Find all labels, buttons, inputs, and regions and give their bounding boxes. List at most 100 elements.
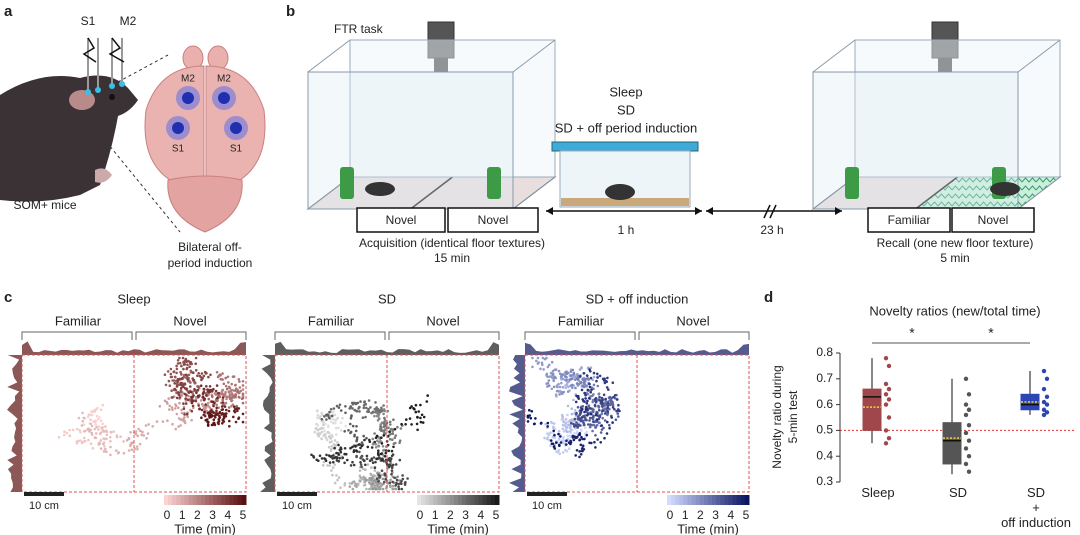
colorbar-tick: 3: [712, 508, 719, 522]
trajectory-dot: [90, 413, 94, 417]
trajectory-dot: [197, 404, 200, 407]
colorbar-cell: [429, 495, 434, 505]
trajectory-dot: [206, 424, 210, 427]
colorbar-cell: [441, 495, 447, 505]
trajectory-dot: [544, 423, 547, 426]
colorbar-cell: [213, 495, 218, 505]
trajectory-dot: [359, 446, 362, 450]
trajectory-dot: [105, 433, 109, 437]
trajectory-dot: [601, 416, 604, 420]
trajectory-dot: [558, 385, 562, 389]
trajectory-dot: [329, 448, 333, 451]
trajectory-dot: [376, 453, 380, 456]
trajectory-dot: [109, 453, 112, 457]
trajectory-dot: [78, 428, 81, 432]
trajectory-dot: [358, 405, 361, 409]
trajectory-dot: [564, 421, 568, 425]
trajectory-dot: [97, 442, 101, 445]
trajectory-dot: [334, 418, 338, 422]
colorbar-tick: 2: [447, 508, 454, 522]
trajectory-dot: [218, 373, 222, 377]
trajectory-dot: [414, 403, 418, 407]
trajectory-dot: [588, 419, 591, 422]
trajectory-dot: [186, 363, 189, 367]
colorbar-cell: [708, 495, 713, 505]
trajectory-dot: [353, 433, 356, 437]
colorbar-tick: 4: [477, 508, 484, 522]
trajectory-dot: [337, 406, 341, 409]
trajectory-dot: [82, 423, 86, 426]
data-point: [963, 412, 969, 418]
trajectory-dot: [582, 372, 586, 375]
trajectory-dot: [161, 420, 165, 423]
trajectory-dot: [582, 448, 586, 451]
trajectory-dot: [175, 396, 179, 400]
data-point: [1044, 376, 1050, 381]
trajectory-dot: [389, 423, 392, 426]
trajectory-dot: [99, 439, 102, 443]
trajectory-dot: [576, 426, 579, 429]
trajectory-dot: [321, 420, 325, 423]
trajectory-dot: [230, 382, 233, 386]
trajectory-dot: [180, 411, 184, 415]
trajectory-dot: [190, 362, 193, 366]
trajectory-dot: [583, 379, 587, 383]
trajectory-dot: [374, 487, 378, 491]
trajectory-dot: [606, 376, 609, 380]
trajectory-dot: [391, 428, 395, 431]
trajectory-dot: [94, 423, 98, 426]
trajectory-dot: [194, 356, 198, 360]
trajectory-dot: [566, 434, 570, 438]
trajectory-dot: [212, 404, 215, 408]
trajectory-dot: [140, 433, 143, 437]
trajectory-dot: [608, 395, 612, 399]
data-point: [1041, 407, 1047, 412]
trajectory-dot: [93, 436, 97, 439]
trajectory-dot: [182, 407, 186, 411]
trajectory-dot: [218, 411, 222, 415]
arena-edge: [512, 176, 556, 210]
trajectory-dot: [589, 423, 592, 426]
trajectory-dot: [185, 366, 189, 370]
trajectory-dot: [109, 445, 112, 449]
trajectory-dot: [62, 433, 66, 437]
trajectory-dot: [545, 372, 549, 376]
trajectory-dot: [419, 403, 422, 407]
trajectory-dot: [194, 399, 198, 403]
trajectory-dot: [379, 487, 382, 491]
x-tick-label: SD + off induction: [1001, 485, 1071, 530]
trajectory-dot: [335, 459, 339, 462]
trajectory-dot: [206, 420, 209, 424]
condition-label: Sleep: [609, 84, 642, 99]
trajectory-dot: [192, 394, 195, 397]
trajectory-dot: [310, 453, 313, 457]
trajectory-dot: [316, 428, 320, 432]
trajectory-dot: [571, 436, 575, 439]
trajectory-dot: [549, 375, 553, 379]
trajectory-dot: [588, 406, 592, 410]
trajectory-dot: [415, 422, 419, 426]
colorbar-cell: [699, 495, 705, 505]
induction-label: Bilateral off-: [178, 240, 242, 254]
trajectory-dot: [373, 466, 377, 470]
colorbar-cell: [176, 495, 181, 505]
trajectory-dot: [583, 382, 586, 386]
trajectory-dot: [397, 482, 400, 486]
trajectory-dot: [585, 374, 589, 377]
trajectory-dot: [587, 404, 591, 408]
trajectory-dot: [404, 423, 407, 426]
trajectory-dot: [606, 406, 609, 409]
trajectory-dot: [241, 395, 245, 398]
trajectory-dot: [388, 484, 392, 487]
trajectory-dot: [613, 408, 616, 411]
data-point: [886, 363, 892, 369]
trajectory-dot: [234, 408, 237, 411]
trajectory-dot: [328, 416, 331, 420]
trajectory-dot: [187, 398, 190, 402]
trajectory-dot: [382, 434, 386, 437]
data-point: [1044, 394, 1050, 400]
trajectory-dot: [595, 379, 598, 383]
trajectory-dot: [584, 426, 587, 430]
colorbar-tick: 0: [667, 508, 674, 522]
mouse-icon: [365, 182, 395, 196]
